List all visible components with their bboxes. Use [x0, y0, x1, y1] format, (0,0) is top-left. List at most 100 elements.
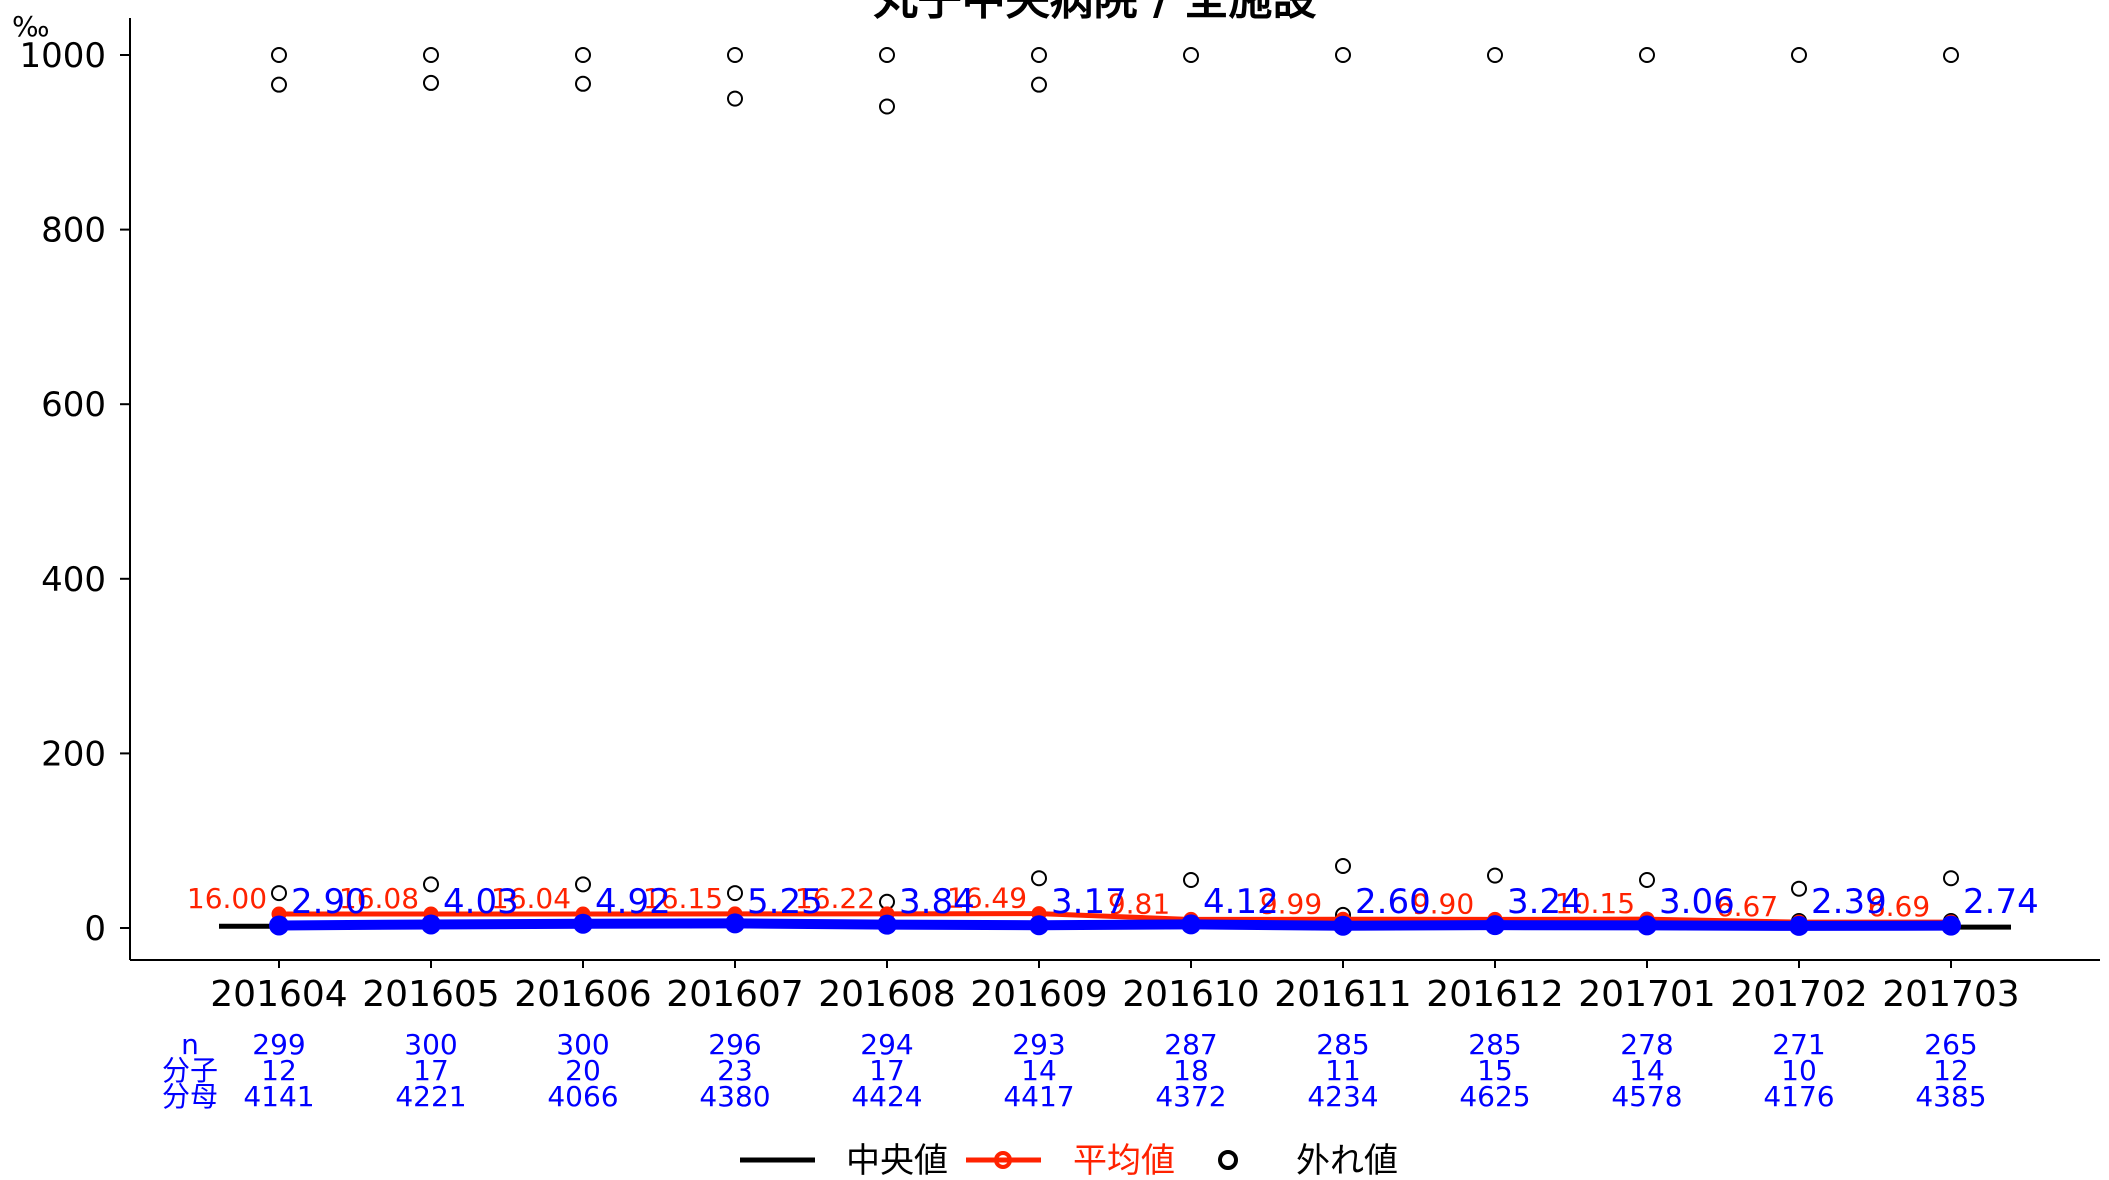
y-tick-label: 0 [84, 909, 106, 949]
x-tick-label: 201610 [1122, 974, 1259, 1015]
table-row-label: n [181, 1028, 199, 1061]
outlier-point [271, 76, 287, 93]
hospital-data-label: 3.17 [1051, 882, 1127, 922]
table-cell: 4625 [1459, 1080, 1530, 1113]
hospital-point [573, 913, 593, 934]
x-tick-label: 201606 [514, 974, 651, 1015]
outlier-point [271, 885, 287, 902]
mean-data-label: 6.69 [1868, 890, 1930, 923]
hospital-data-label: 5.25 [747, 882, 823, 922]
y-tick-label: 600 [41, 385, 106, 425]
outlier-point [575, 75, 591, 92]
outlier-point [423, 47, 439, 63]
hospital-data-label: 2.74 [1963, 882, 2039, 922]
y-tick-label: 800 [41, 211, 106, 251]
outlier-point [727, 885, 743, 902]
hospital-point [1333, 915, 1353, 936]
outlier-point [1639, 47, 1655, 63]
outlier-point [575, 47, 591, 63]
outlier-point [271, 47, 287, 63]
hospital-point [1485, 915, 1505, 936]
legend-outlier-label: 外れ値 [1296, 1141, 1398, 1180]
legend-mean-label: 平均値 [1073, 1141, 1175, 1180]
hospital-data-label: 4.12 [1203, 882, 1279, 922]
hospital-data-label: 2.90 [291, 882, 367, 922]
x-tick-label: 201605 [362, 974, 499, 1015]
table-cell: 4424 [851, 1080, 922, 1113]
table-cell: 299 [252, 1028, 305, 1061]
table-cell: 285 [1316, 1028, 1369, 1061]
table-cell: 4372 [1155, 1080, 1226, 1113]
y-tick-label: 400 [41, 560, 106, 600]
x-tick-label: 201609 [970, 974, 1107, 1015]
hospital-data-label: 3.24 [1507, 882, 1583, 922]
hospital-data-label: 2.39 [1811, 882, 1887, 922]
hospital-data-label: 4.03 [443, 882, 519, 922]
table-cell: 4578 [1611, 1080, 1682, 1113]
table-cell: 4417 [1003, 1080, 1074, 1113]
table-cell: 17 [869, 1054, 905, 1087]
table-cell: 23 [717, 1054, 753, 1087]
y-tick-label: 1000 [19, 36, 106, 76]
outlier-point [423, 876, 439, 893]
table-cell: 14 [1021, 1054, 1057, 1087]
mean-data-label: 16.15 [643, 882, 723, 915]
table-cell: 300 [404, 1028, 457, 1061]
outlier-point [423, 74, 439, 91]
table-cell: 265 [1924, 1028, 1977, 1061]
outlier-point [1183, 871, 1199, 888]
outlier-point [1487, 47, 1503, 63]
legend-median-label: 中央値 [846, 1141, 948, 1180]
outlier-point [727, 90, 743, 107]
hospital-point [421, 914, 441, 935]
table-cell: 4385 [1915, 1080, 1986, 1113]
outlier-point [1335, 858, 1351, 875]
table-cell: 285 [1468, 1028, 1521, 1061]
table-cell: 20 [565, 1054, 601, 1087]
hospital-point [877, 914, 897, 935]
legend-mean-swatch-point [994, 1151, 1012, 1169]
table-cell: 296 [708, 1028, 761, 1061]
hospital-data-label: 3.06 [1659, 882, 1735, 922]
x-tick-label: 201607 [666, 974, 803, 1015]
outlier-point [1639, 871, 1655, 888]
outlier-point [575, 876, 591, 893]
table-cell: 4066 [547, 1080, 618, 1113]
x-tick-label: 201612 [1426, 974, 1563, 1015]
table-cell: 17 [413, 1054, 449, 1087]
table-row-label: 分母 [162, 1080, 218, 1113]
table-cell: 11 [1325, 1054, 1361, 1087]
outlier-point [1031, 47, 1047, 63]
mean-data-label: 6.67 [1716, 890, 1778, 923]
table-cell: 4176 [1763, 1080, 1834, 1113]
table-cell: 278 [1620, 1028, 1673, 1061]
x-tick-label: 201604 [210, 974, 347, 1015]
hospital-point [1637, 915, 1657, 936]
mean-data-label: 9.81 [1108, 887, 1170, 920]
legend-outlier-swatch [1218, 1150, 1238, 1170]
table-cell: 10 [1781, 1054, 1817, 1087]
table-cell: 12 [261, 1054, 297, 1087]
outlier-point [879, 47, 895, 63]
mean-data-label: 16.08 [339, 882, 419, 915]
hospital-point [1941, 915, 1961, 936]
hospital-point [269, 915, 289, 936]
table-cell: 14 [1629, 1054, 1665, 1087]
x-tick-label: 201703 [1882, 974, 2019, 1015]
table-cell: 12 [1933, 1054, 1969, 1087]
outlier-point [1943, 870, 1959, 887]
table-row-label: 分子 [162, 1054, 218, 1087]
hospital-point [1181, 914, 1201, 935]
outlier-point [879, 98, 895, 115]
mean-data-label: 9.90 [1412, 887, 1474, 920]
y-axis-unit-label: ‰ [12, 10, 50, 43]
hospital-data-label: 2.60 [1355, 882, 1431, 922]
outlier-point [1031, 870, 1047, 887]
table-cell: 4380 [699, 1080, 770, 1113]
table-cell: 4221 [395, 1080, 466, 1113]
table-cell: 294 [860, 1028, 913, 1061]
hospital-data-label: 3.84 [899, 882, 975, 922]
x-tick-label: 201701 [1578, 974, 1715, 1015]
